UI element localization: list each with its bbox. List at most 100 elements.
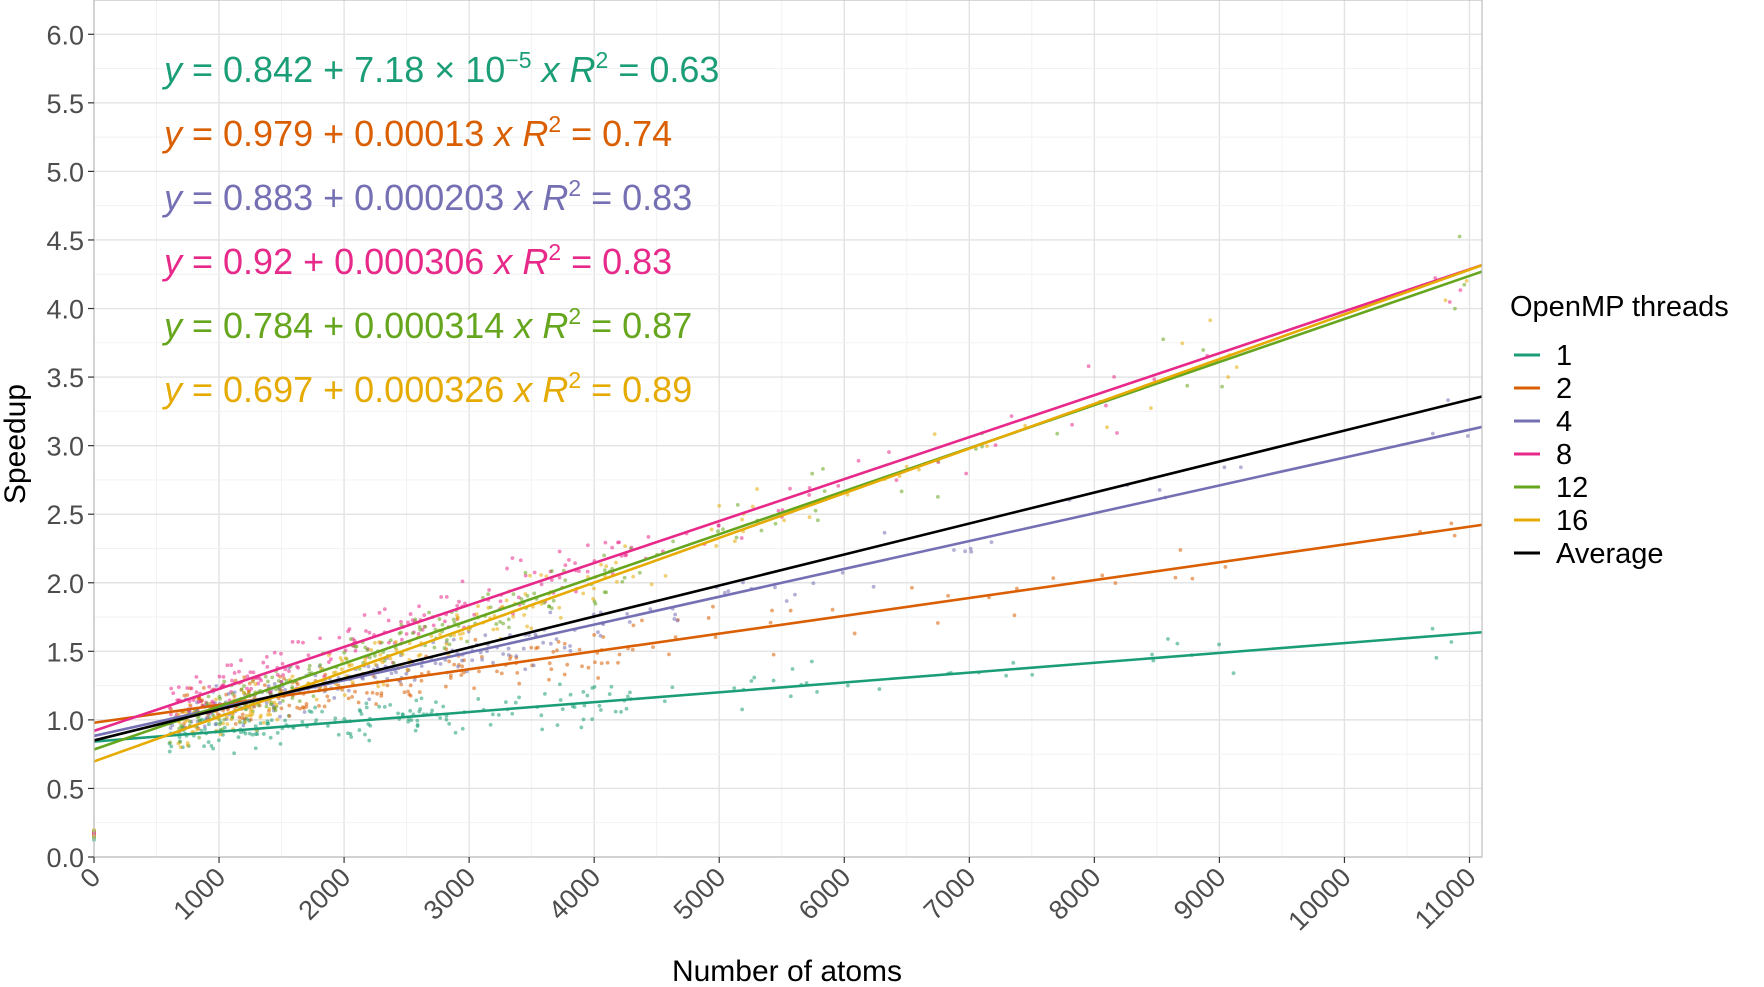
data-point [604, 564, 609, 569]
data-point [1464, 279, 1469, 283]
data-point [673, 635, 678, 640]
data-point [476, 697, 481, 701]
data-point [871, 584, 876, 589]
data-point [1105, 425, 1109, 430]
data-point [557, 549, 562, 554]
fit-line-16 [93, 264, 1483, 763]
data-point [568, 692, 573, 697]
data-point [311, 694, 316, 699]
data-point [624, 706, 629, 711]
data-point [418, 707, 423, 711]
data-point [993, 443, 998, 447]
data-point [418, 652, 423, 657]
data-point [406, 689, 410, 694]
data-point [557, 575, 562, 580]
data-point [408, 612, 413, 616]
data-point [400, 637, 404, 642]
data-point [261, 660, 266, 665]
data-point [182, 693, 187, 698]
data-point [480, 657, 485, 662]
data-point [788, 694, 793, 699]
data-point [562, 645, 567, 650]
data-point [366, 664, 371, 669]
data-point [1070, 422, 1074, 427]
data-point [259, 678, 264, 683]
data-point [917, 467, 921, 472]
data-point [528, 573, 532, 578]
data-point [237, 719, 242, 724]
data-point [439, 595, 444, 599]
data-point [340, 658, 344, 663]
data-point [894, 478, 899, 482]
data-point [1023, 423, 1028, 428]
data-point [322, 704, 327, 709]
data-point [501, 652, 506, 656]
fit-lines [93, 263, 1483, 763]
data-point [221, 674, 226, 679]
data-point [452, 662, 457, 667]
data-point [721, 527, 725, 532]
data-point [535, 645, 540, 650]
data-point [242, 684, 246, 688]
panel-border [93, 0, 1483, 858]
data-point [365, 690, 369, 695]
data-point [1151, 658, 1156, 663]
data-point [287, 703, 292, 708]
data-point [714, 544, 719, 548]
data-point [253, 732, 258, 736]
data-point [253, 746, 258, 751]
data-point [740, 517, 744, 522]
data-point [339, 667, 344, 672]
data-point [1223, 565, 1228, 569]
data-point [419, 678, 424, 683]
fit-line-2 [93, 523, 1483, 725]
data-point [504, 598, 509, 603]
data-point [216, 738, 221, 743]
data-point [548, 610, 553, 615]
data-point [1173, 575, 1178, 580]
data-point [276, 679, 281, 683]
data-point [353, 648, 358, 653]
data-point [735, 502, 740, 507]
data-point [773, 521, 778, 526]
data-point [281, 673, 285, 677]
data-point [709, 527, 714, 532]
data-point [1030, 672, 1035, 677]
data-point [627, 690, 632, 695]
data-point [336, 732, 341, 737]
data-point [845, 683, 850, 688]
data-point [400, 712, 405, 717]
data-point [409, 718, 414, 723]
data-point [490, 712, 495, 717]
data-point [185, 693, 190, 697]
data-point [322, 674, 327, 679]
data-point [651, 645, 655, 649]
data-point [845, 492, 850, 497]
data-point [280, 661, 285, 666]
data-point [353, 689, 357, 694]
data-point [438, 716, 443, 720]
data-point [739, 536, 744, 540]
data-point [326, 698, 331, 703]
data-point [591, 586, 596, 591]
data-point [623, 544, 628, 549]
data-point [201, 686, 206, 690]
data-point [1055, 431, 1060, 436]
legend-label: Average [1556, 538, 1664, 570]
data-point [367, 630, 372, 635]
data-point [460, 664, 465, 669]
data-point [486, 592, 490, 597]
data-point [631, 623, 636, 628]
data-point [649, 582, 654, 587]
data-point [241, 723, 246, 728]
data-point [1453, 306, 1457, 311]
data-point [426, 670, 431, 675]
data-point [396, 711, 400, 716]
data-point [168, 712, 173, 717]
data-point [505, 566, 509, 571]
data-point [548, 641, 553, 646]
data-point [563, 578, 568, 583]
data-point [326, 653, 331, 658]
data-point [377, 704, 382, 709]
data-point [261, 732, 266, 736]
